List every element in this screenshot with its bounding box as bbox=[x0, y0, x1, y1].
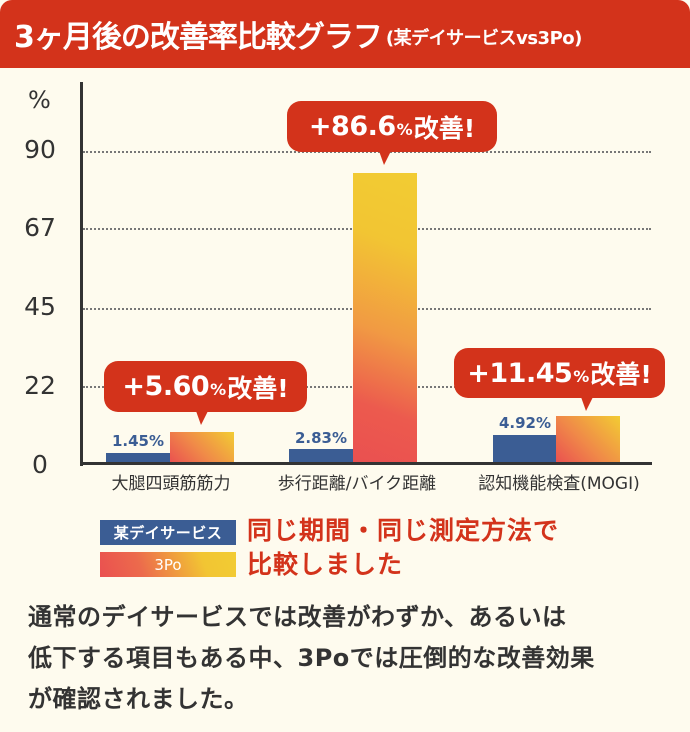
y-axis bbox=[80, 82, 83, 466]
chart-title: 3ヶ月後の改善率比較グラフ bbox=[14, 20, 383, 55]
bar-3po-quadriceps bbox=[170, 432, 234, 463]
description-line1: 通常のデイサービスでは改善がわずか、あるいは bbox=[28, 603, 567, 631]
callout-tail bbox=[379, 151, 391, 165]
y-tick-0: 0 bbox=[32, 450, 48, 479]
x-label-cognitive: 認知機能検査(MOGI) bbox=[478, 474, 640, 494]
x-axis bbox=[80, 462, 652, 465]
chart-subtitle: (某デイサービスvs3Po) bbox=[385, 28, 582, 49]
callout-value: +5.60 bbox=[122, 371, 210, 402]
y-tick-22: 22 bbox=[24, 371, 56, 400]
legend-item-someday-service: 某デイサービス bbox=[100, 520, 236, 545]
y-tick-67: 67 bbox=[24, 213, 56, 242]
description-line2: 低下する項目もある中、3Poでは圧倒的な改善効果 bbox=[28, 644, 595, 672]
bar-value-label: 4.92% bbox=[498, 414, 552, 432]
legend-note: 同じ期間・同じ測定方法で 比較しました bbox=[247, 514, 559, 582]
callout-value: +86.6 bbox=[308, 111, 396, 142]
y-axis-unit: % bbox=[28, 86, 51, 114]
y-tick-90: 90 bbox=[24, 135, 56, 164]
callout-quadriceps: +5.60 % 改善! bbox=[104, 361, 307, 425]
callout-value: +11.45 bbox=[467, 357, 573, 389]
bar-chart: % 90 67 45 22 0 1.45% 2.83% 4.92% 大腿四頭筋筋… bbox=[0, 68, 690, 508]
callout-text: 改善! bbox=[413, 113, 476, 143]
callout-tail bbox=[581, 397, 593, 411]
description-line3: が確認されました。 bbox=[28, 685, 249, 713]
callout-unit: % bbox=[396, 120, 413, 139]
bar-3po-walking bbox=[353, 173, 417, 463]
legend-item-3po: 3Po bbox=[100, 552, 236, 577]
callout-tail bbox=[196, 411, 208, 425]
callout-text: 改善! bbox=[227, 373, 289, 403]
legend-note-line2: 比較しました bbox=[247, 550, 404, 579]
bar-someday-service-cognitive bbox=[493, 435, 556, 463]
callout-walking: +86.6 % 改善! bbox=[287, 101, 497, 165]
bar-value-label: 2.83% bbox=[294, 429, 348, 447]
callout-text: 改善! bbox=[590, 360, 652, 389]
callout-unit: % bbox=[573, 366, 590, 386]
legend-note-line1: 同じ期間・同じ測定方法で bbox=[247, 516, 560, 545]
callout-unit: % bbox=[210, 380, 227, 399]
bar-3po-cognitive bbox=[556, 416, 620, 463]
x-label-quadriceps: 大腿四頭筋筋力 bbox=[111, 474, 231, 494]
callout-cognitive: +11.45 % 改善! bbox=[454, 348, 665, 411]
description-text: 通常のデイサービスでは改善がわずか、あるいは 低下する項目もある中、3Poでは圧… bbox=[28, 597, 678, 720]
gridline-90 bbox=[83, 151, 651, 153]
bar-someday-service-quadriceps bbox=[106, 453, 170, 463]
bar-value-label: 1.45% bbox=[111, 432, 165, 450]
y-tick-45: 45 bbox=[24, 292, 56, 321]
bar-someday-service-walking bbox=[289, 449, 353, 463]
x-label-walking: 歩行距離/バイク距離 bbox=[277, 474, 437, 494]
chart-header: 3ヶ月後の改善率比較グラフ (某デイサービスvs3Po) bbox=[0, 0, 690, 68]
